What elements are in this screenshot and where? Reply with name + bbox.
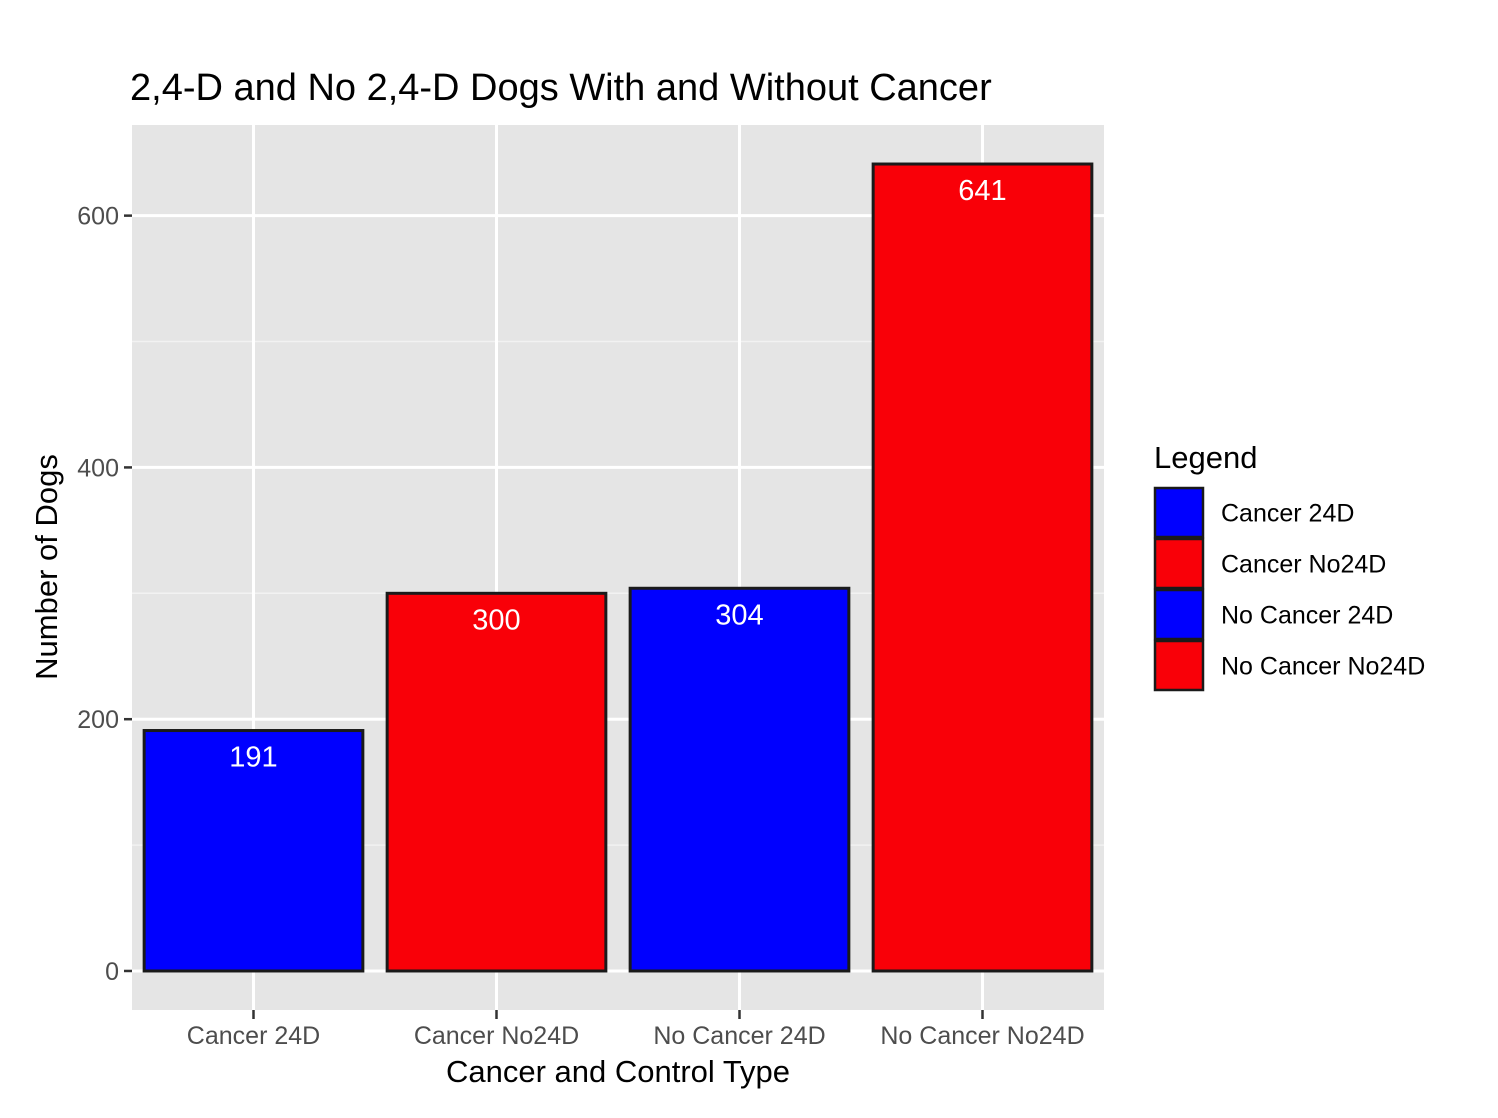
- legend-item-label: Cancer 24D: [1221, 500, 1354, 528]
- legend-key-swatch: [1153, 639, 1205, 692]
- legend-title: Legend: [1154, 440, 1257, 475]
- legend-item-label: No Cancer 24D: [1221, 602, 1393, 630]
- legend-items: Cancer 24D Cancer No24D No Cancer 24D No Ca…: [1153, 486, 1425, 692]
- legend-item-label: Cancer No24D: [1221, 551, 1386, 579]
- chart-title: 2,4-D and No 2,4-D Dogs With and Without…: [130, 67, 992, 109]
- y-axis-title: Number of Dogs: [29, 454, 64, 680]
- bar: [628, 586, 851, 973]
- y-tick-label: 200: [77, 706, 119, 734]
- bar: [871, 162, 1094, 973]
- legend: Legend Cancer 24D Cancer No24D No Cancer 2…: [1153, 440, 1425, 692]
- bar-value-label: 641: [958, 175, 1006, 207]
- x-axis-title: Cancer and Control Type: [446, 1054, 790, 1089]
- bar: [385, 591, 608, 973]
- y-axis: 0 200 400 600: [77, 203, 132, 986]
- bars-group: [142, 162, 1094, 973]
- x-tick-label: No Cancer No24D: [880, 1022, 1084, 1050]
- y-tick-label: 600: [77, 203, 119, 231]
- x-tick-label: No Cancer 24D: [653, 1022, 825, 1050]
- bar-value-label: 304: [715, 599, 763, 631]
- legend-item-label: No Cancer No24D: [1221, 653, 1425, 681]
- x-axis: Cancer 24D Cancer No24D No Cancer 24D No Ca…: [187, 1010, 1085, 1050]
- bar-value-label: 300: [472, 604, 520, 636]
- x-tick-label: Cancer 24D: [187, 1022, 320, 1050]
- legend-key-swatch: [1153, 486, 1205, 539]
- x-tick-label: Cancer No24D: [414, 1022, 579, 1050]
- legend-key-swatch: [1153, 537, 1205, 590]
- y-tick-label: 0: [105, 958, 119, 986]
- y-tick-label: 400: [77, 454, 119, 482]
- bar: [142, 729, 365, 973]
- bar-labels-group: 191 300 304 641: [229, 175, 1006, 774]
- legend-key-swatch: [1153, 588, 1205, 641]
- bar-value-label: 191: [229, 742, 277, 774]
